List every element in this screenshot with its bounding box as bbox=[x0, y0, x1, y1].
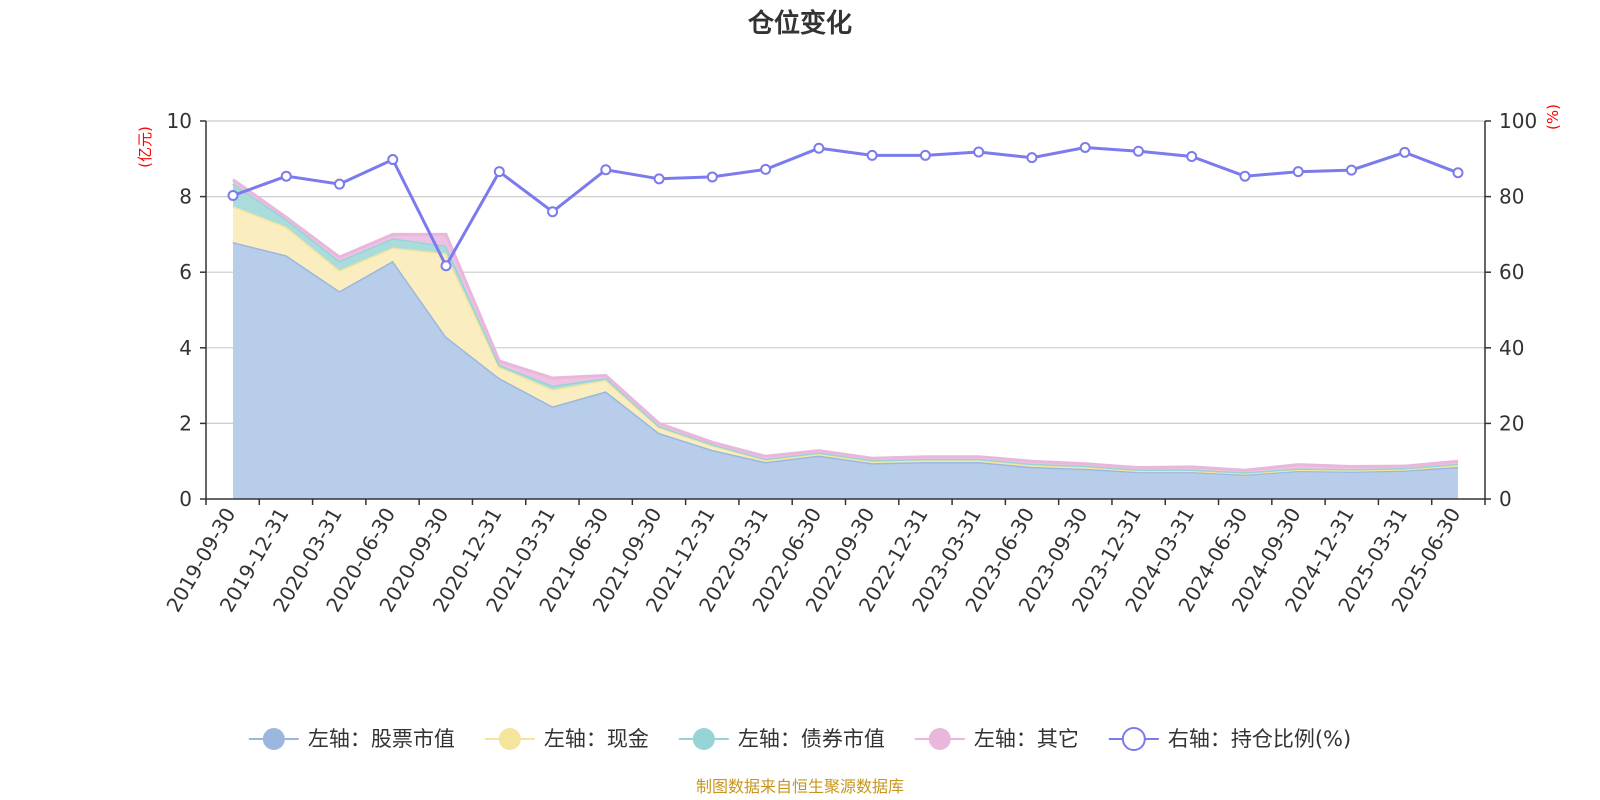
area-edge-左轴：其它 bbox=[232, 178, 1459, 472]
ratio-point bbox=[440, 260, 452, 272]
area-左轴：现金 bbox=[233, 206, 1458, 475]
area-左轴：股票市值 bbox=[233, 242, 1458, 499]
left-tick-label: 2 bbox=[179, 411, 192, 435]
ratio-point bbox=[334, 178, 346, 190]
ratio-point bbox=[919, 149, 931, 161]
legend-item[interactable]: 右轴：持仓比例(%) bbox=[1108, 727, 1351, 751]
legend-label: 右轴：持仓比例(%) bbox=[1168, 727, 1351, 751]
ratio-point bbox=[1399, 146, 1411, 158]
right-tick-label: 20 bbox=[1499, 411, 1524, 435]
legend[interactable]: 左轴：股票市值 左轴：现金 左轴：债券市值 左轴：其它 右轴：持仓比例(%) bbox=[248, 727, 1351, 751]
left-tick-label: 10 bbox=[167, 109, 192, 133]
stacked-areas bbox=[232, 178, 1459, 499]
ratio-point bbox=[653, 173, 665, 185]
legend-item[interactable]: 左轴：其它 bbox=[914, 727, 1079, 751]
ratio-point bbox=[493, 166, 505, 178]
ratio-point bbox=[547, 206, 559, 218]
legend-label: 左轴：其它 bbox=[974, 727, 1079, 751]
left-tick-label: 6 bbox=[179, 260, 192, 284]
legend-label: 左轴：债券市值 bbox=[738, 727, 885, 751]
legend-label: 左轴：现金 bbox=[544, 727, 649, 751]
legend-circle-icon bbox=[928, 728, 951, 750]
left-tick-label: 4 bbox=[179, 336, 192, 360]
legend-circle-icon bbox=[1121, 727, 1146, 751]
ratio-point bbox=[760, 163, 772, 175]
legend-circle-icon bbox=[262, 728, 285, 750]
ratio-point bbox=[280, 170, 292, 182]
legend-item[interactable]: 左轴：现金 bbox=[484, 727, 649, 751]
source-note: 制图数据来自恒生聚源数据库 bbox=[696, 777, 904, 796]
ratio-point bbox=[1026, 152, 1038, 164]
ratio-line-layer bbox=[227, 141, 1464, 272]
legend-item[interactable]: 左轴：股票市值 bbox=[248, 727, 455, 751]
ratio-point bbox=[1132, 145, 1144, 157]
left-tick-label: 0 bbox=[179, 487, 192, 511]
ratio-point bbox=[1452, 167, 1464, 179]
left-axis-unit: (亿元) bbox=[136, 126, 154, 168]
ratio-point bbox=[387, 154, 399, 166]
legend-label: 左轴：股票市值 bbox=[308, 727, 455, 751]
ratio-point bbox=[227, 189, 239, 201]
right-tick-label: 0 bbox=[1499, 487, 1512, 511]
ratio-point bbox=[1292, 166, 1304, 178]
ratio-point bbox=[1186, 151, 1198, 163]
legend-item[interactable]: 左轴：债券市值 bbox=[678, 727, 885, 751]
ratio-point bbox=[1079, 141, 1091, 153]
right-tick-label: 40 bbox=[1499, 336, 1524, 360]
left-tick-label: 8 bbox=[179, 185, 192, 209]
ratio-point bbox=[973, 146, 985, 158]
ratio-point bbox=[1239, 170, 1251, 182]
ratio-point bbox=[600, 164, 612, 176]
ratio-point bbox=[866, 149, 878, 161]
ratio-point bbox=[1345, 164, 1357, 176]
ratio-line bbox=[232, 145, 1459, 269]
ratio-point bbox=[813, 142, 825, 154]
right-tick-label: 100 bbox=[1499, 109, 1537, 133]
right-axis-unit: (%) bbox=[1544, 104, 1562, 130]
ratio-point bbox=[706, 171, 718, 183]
legend-circle-icon bbox=[692, 728, 715, 750]
right-tick-label: 80 bbox=[1499, 185, 1524, 209]
right-tick-label: 60 bbox=[1499, 260, 1524, 284]
chart-title: 仓位变化 bbox=[747, 8, 852, 39]
legend-circle-icon bbox=[498, 728, 521, 750]
